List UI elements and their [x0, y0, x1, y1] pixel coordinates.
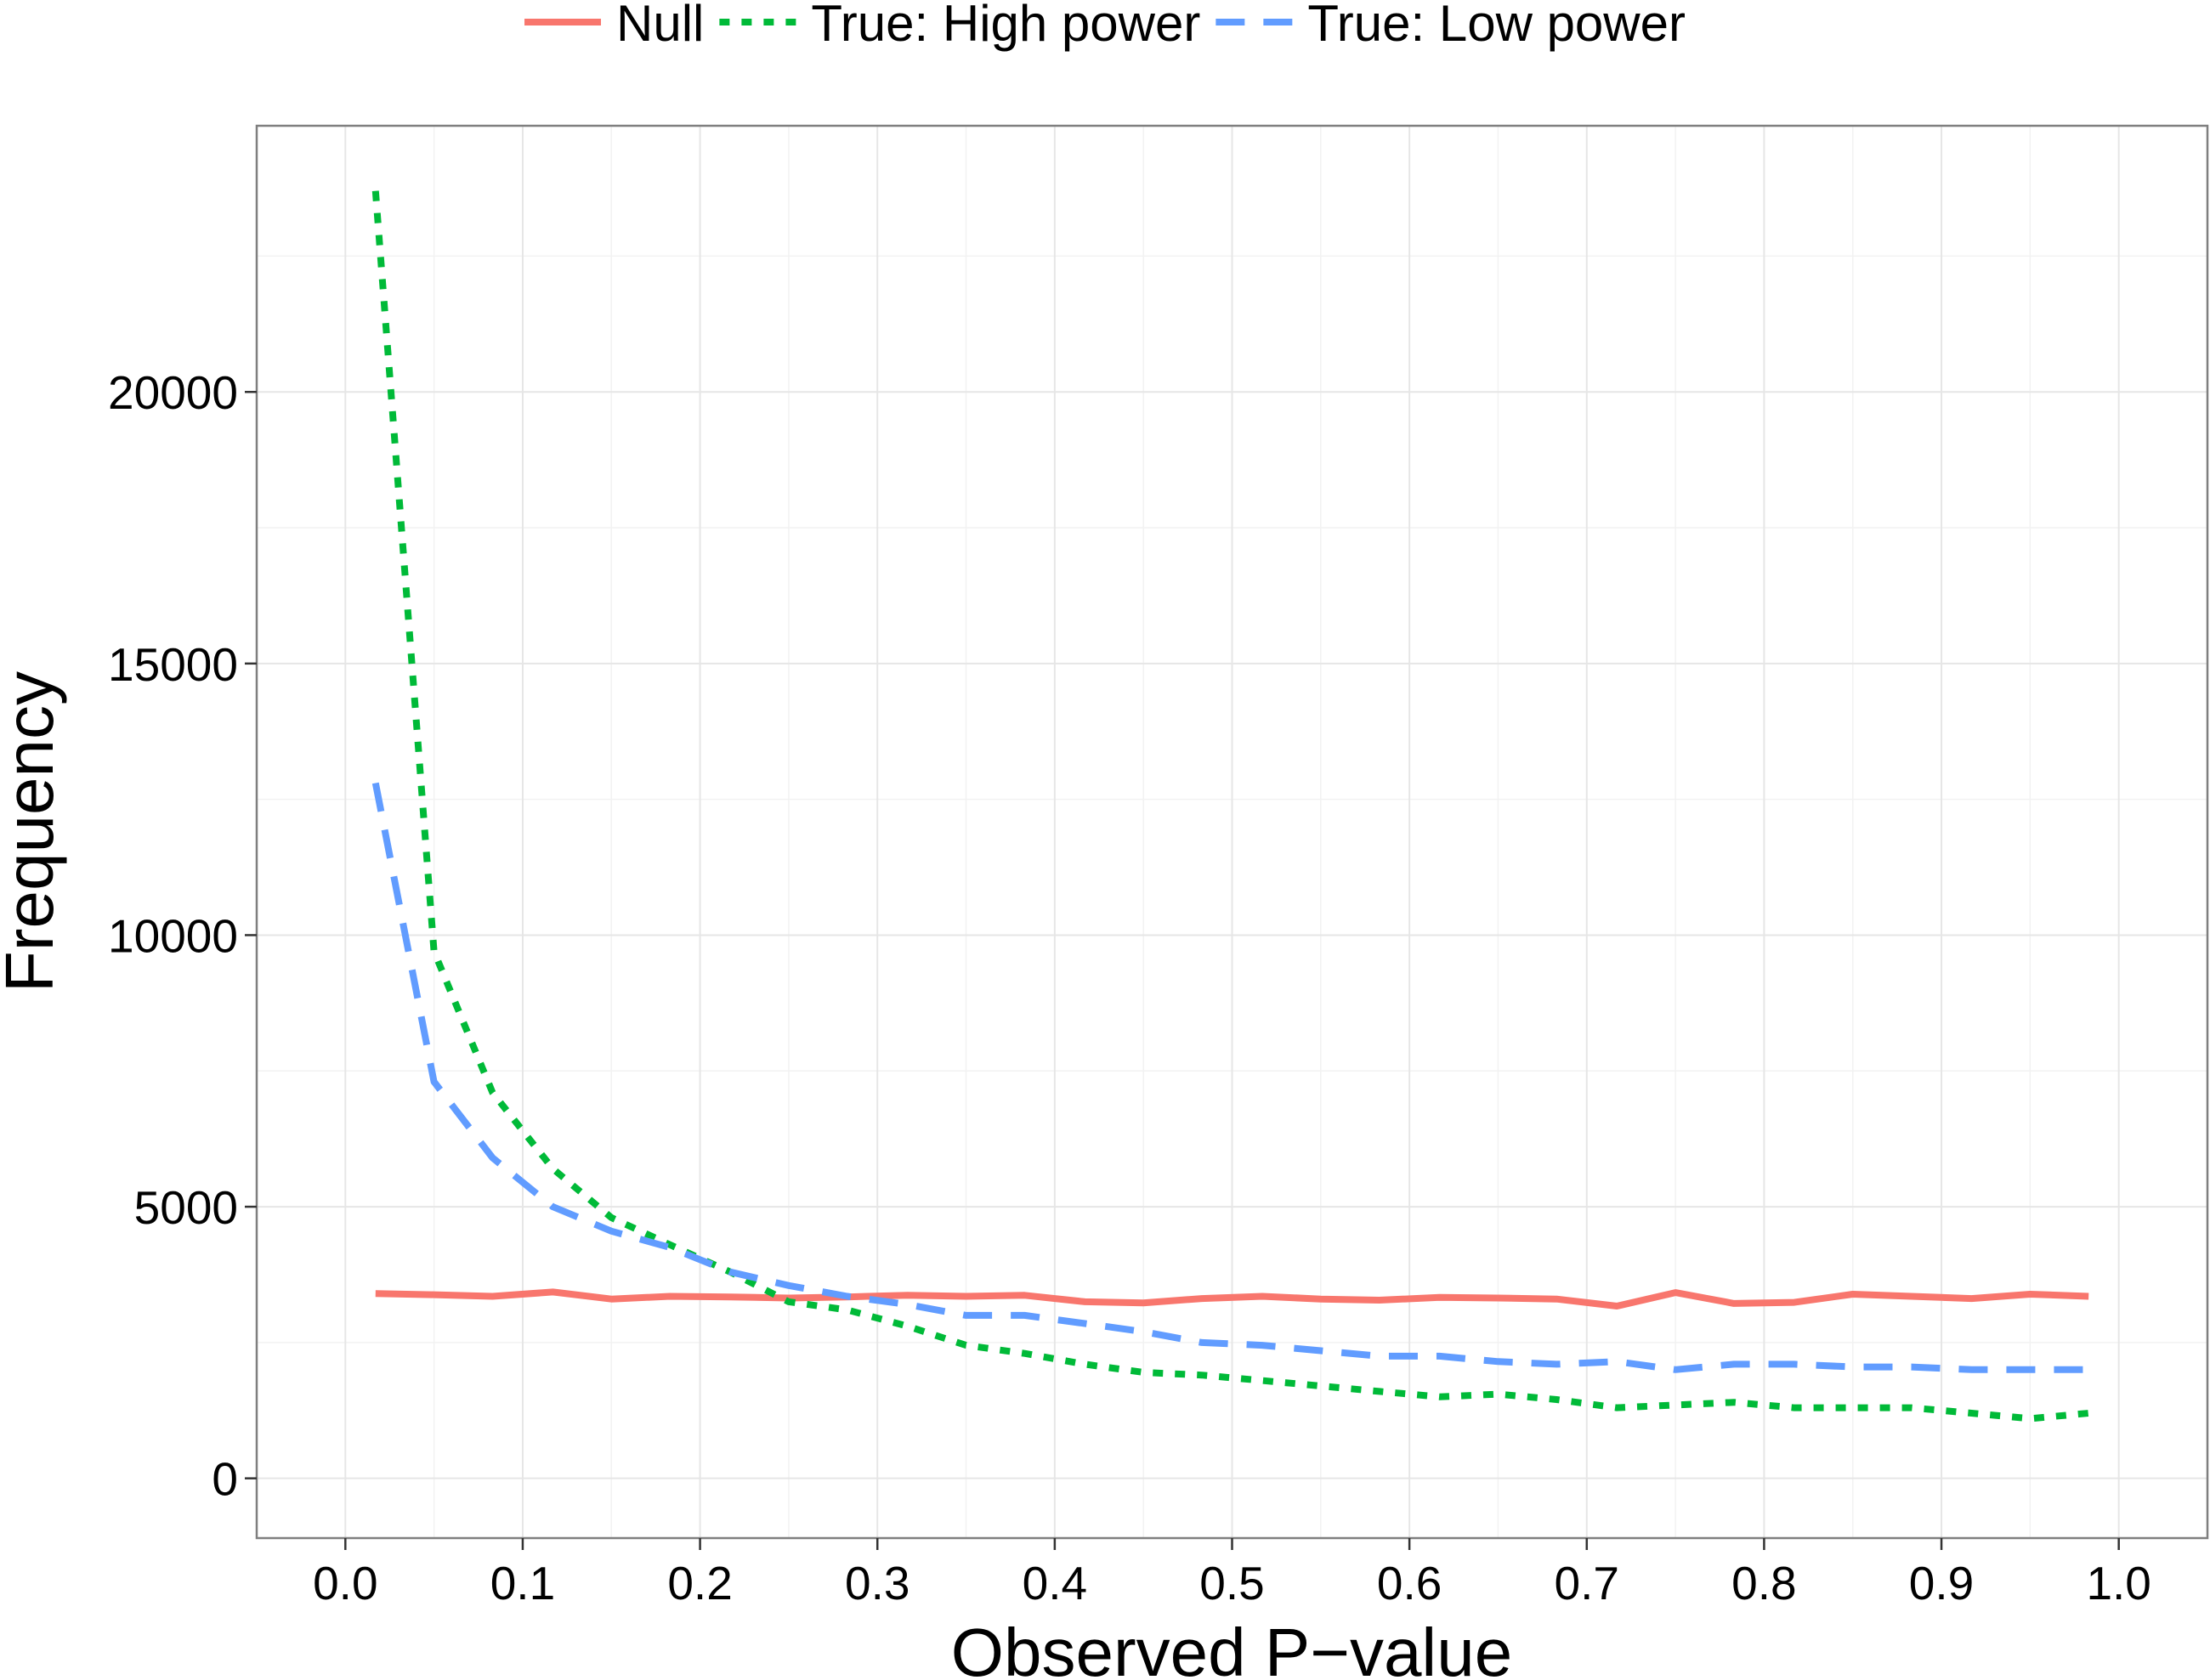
legend-label: Null [616, 0, 704, 52]
y-tick-label: 10000 [108, 909, 238, 962]
x-tick-label: 0.5 [1199, 1557, 1264, 1609]
x-tick-label: 0.7 [1555, 1557, 1619, 1609]
x-tick-label: 1.0 [2086, 1557, 2150, 1609]
series-lines [371, 190, 2089, 1423]
y-axis: 0 5000 10000 15000 20000 [108, 366, 257, 1506]
legend-label: True: Low power [1307, 0, 1686, 52]
x-axis-title: Observed P−value [951, 1615, 1512, 1680]
x-tick-label: 0.4 [1023, 1557, 1087, 1609]
x-tick-label: 0.6 [1377, 1557, 1442, 1609]
y-axis-title: Frequency [0, 671, 67, 993]
x-tick-label: 0.3 [845, 1557, 910, 1609]
y-tick-label: 15000 [108, 638, 238, 691]
y-tick-label: 5000 [134, 1181, 238, 1234]
x-tick-label: 0.0 [313, 1557, 377, 1609]
y-tick-label: 0 [212, 1453, 238, 1506]
series-line-true-low-power [371, 782, 2089, 1373]
x-axis: 0.0 0.1 0.2 0.3 0.4 0.5 0.6 0.7 0.8 0.9 1.0 [313, 1538, 2151, 1609]
legend: Null True: High power True: Low power [524, 0, 1686, 52]
series-line-null [375, 1288, 2089, 1309]
x-tick-label: 0.1 [490, 1557, 555, 1609]
x-tick-label: 0.9 [1909, 1557, 1974, 1609]
x-tick-label: 0.8 [1731, 1557, 1796, 1609]
y-tick-label: 20000 [108, 366, 238, 419]
x-tick-label: 0.2 [667, 1557, 732, 1609]
legend-label: True: High power [811, 0, 1200, 52]
